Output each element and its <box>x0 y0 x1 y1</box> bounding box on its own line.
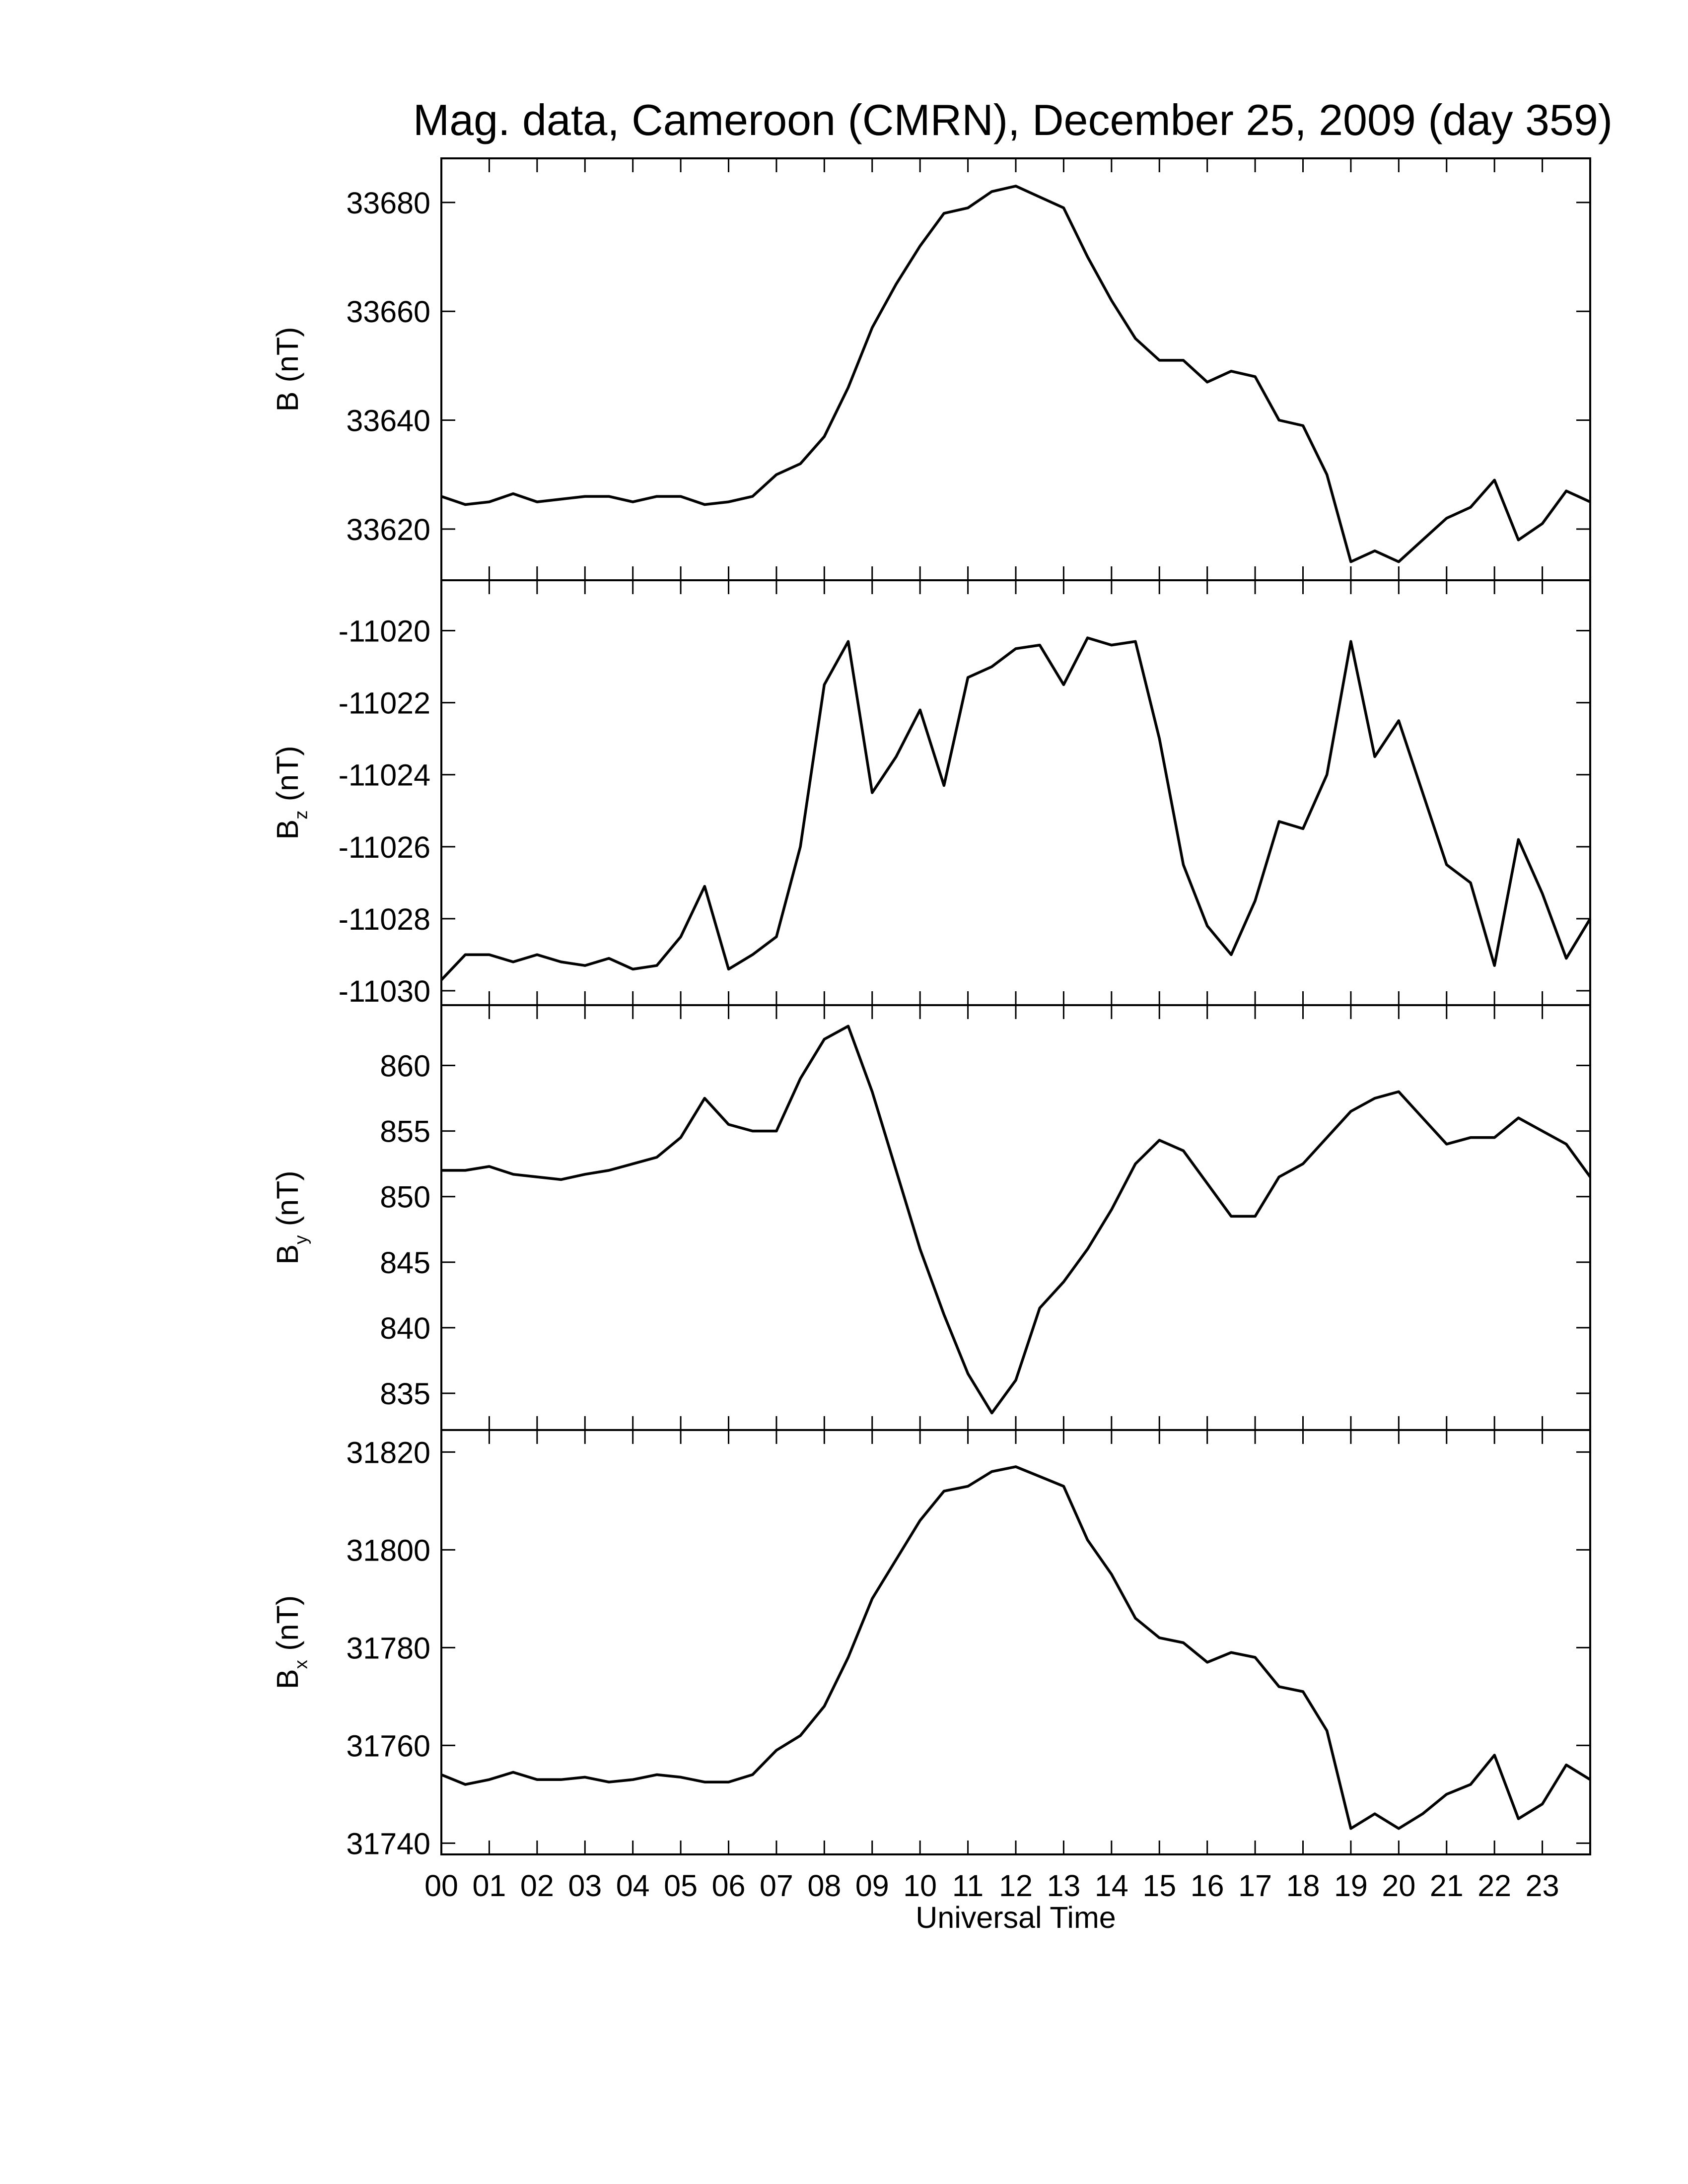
x-tick-label: 12 <box>999 1869 1033 1903</box>
y-tick-label: -11030 <box>339 974 430 1008</box>
y-axis-label-unit: (nT) <box>271 1170 304 1226</box>
data-line <box>440 636 1592 981</box>
x-tick-label: 04 <box>616 1869 650 1903</box>
x-tick-label: 22 <box>1477 1869 1511 1903</box>
y-tick-label: 31800 <box>346 1533 430 1567</box>
y-axis-label: B (nT) <box>271 327 304 412</box>
data-line <box>441 185 1591 563</box>
y-axis-label-symbol: B <box>271 1244 304 1265</box>
x-tick-label: 13 <box>1047 1869 1080 1903</box>
x-tick-label: 03 <box>568 1869 602 1903</box>
x-tick-label: 21 <box>1430 1869 1464 1903</box>
y-tick-label: 850 <box>380 1180 430 1214</box>
x-tick-label: 14 <box>1095 1869 1128 1903</box>
y-tick-label: 33680 <box>346 186 430 220</box>
x-tick-label: 02 <box>520 1869 554 1903</box>
x-tick-label: 08 <box>807 1869 841 1903</box>
x-tick-label: 00 <box>424 1869 458 1903</box>
y-tick-label: -11028 <box>339 902 430 936</box>
x-tick-label: 16 <box>1191 1869 1224 1903</box>
y-tick-label: 31740 <box>346 1827 430 1860</box>
y-tick-label: 840 <box>380 1311 430 1345</box>
y-axis-label-symbol: B <box>271 392 304 412</box>
x-tick-label: 18 <box>1286 1869 1320 1903</box>
data-line <box>440 1465 1591 1830</box>
x-tick-label: 15 <box>1142 1869 1176 1903</box>
y-axis-label-subscript: y <box>290 1235 311 1244</box>
x-tick-label: 10 <box>903 1869 937 1903</box>
y-tick-label: -11020 <box>339 614 430 648</box>
y-tick-label: 33620 <box>346 513 430 546</box>
y-axis-label-unit: (nT) <box>271 746 304 801</box>
x-tick-label: 11 <box>952 1869 984 1903</box>
y-tick-label: 860 <box>380 1049 430 1083</box>
x-tick-label: 19 <box>1334 1869 1368 1903</box>
data-line <box>441 1024 1592 1415</box>
y-tick-label: 31820 <box>346 1435 430 1469</box>
y-tick-label: 835 <box>380 1377 430 1411</box>
x-tick-label: 01 <box>472 1869 506 1903</box>
y-tick-label: 845 <box>380 1246 430 1280</box>
x-tick-label: 09 <box>855 1869 889 1903</box>
y-tick-label: -11026 <box>339 830 430 864</box>
y-axis-label-symbol: B <box>271 819 304 840</box>
x-tick-label: 06 <box>712 1869 746 1903</box>
x-tick-label: 17 <box>1238 1869 1272 1903</box>
x-axis-label: Universal Time <box>915 1901 1116 1934</box>
x-tick-label: 20 <box>1382 1869 1415 1903</box>
y-tick-label: 33640 <box>346 404 430 438</box>
y-tick-label: 31780 <box>346 1631 430 1665</box>
x-tick-label: 05 <box>664 1869 698 1903</box>
y-tick-label: -11024 <box>339 758 430 792</box>
x-tick-label: 23 <box>1526 1869 1559 1903</box>
y-axis-label-subscript: x <box>290 1660 311 1669</box>
x-tick-label: 07 <box>760 1869 793 1903</box>
y-axis-label: Bz (nT) <box>271 746 311 839</box>
y-axis-label-unit: (nT) <box>271 1595 304 1651</box>
y-axis-label-unit: (nT) <box>271 327 304 383</box>
y-axis-label-subscript: z <box>290 811 311 819</box>
y-axis-label: Bx (nT) <box>271 1595 311 1689</box>
y-axis-label: By (nT) <box>271 1170 311 1264</box>
y-axis-label-symbol: B <box>271 1669 304 1689</box>
y-tick-label: 31760 <box>346 1729 430 1763</box>
y-tick-label: -11022 <box>339 686 430 720</box>
y-tick-label: 855 <box>380 1115 430 1149</box>
chart-title: Mag. data, Cameroon (CMRN), December 25,… <box>413 95 1613 144</box>
y-tick-label: 33660 <box>346 295 430 329</box>
